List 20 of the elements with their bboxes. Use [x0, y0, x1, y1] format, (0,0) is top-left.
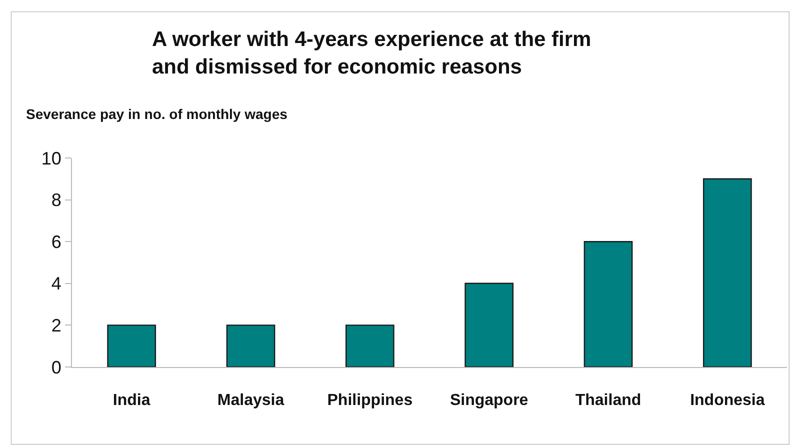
bar	[584, 241, 633, 367]
y-tick-label: 2	[51, 316, 62, 336]
y-axis-title: Severance pay in no. of monthly wages	[26, 106, 288, 122]
y-tick-label: 8	[51, 190, 62, 210]
y-tick-label: 0	[51, 357, 62, 378]
bar	[345, 324, 394, 367]
bar	[464, 282, 514, 367]
x-tick-label: Indonesia	[690, 392, 765, 410]
bar	[107, 324, 156, 367]
bar	[702, 178, 752, 367]
x-tick-label: Philippines	[327, 392, 413, 410]
x-tick-label: Thailand	[575, 392, 642, 410]
x-tick-label: Singapore	[450, 392, 528, 410]
y-tick-label: 4	[51, 274, 62, 294]
bar	[226, 324, 276, 367]
x-tick-label: India	[112, 392, 150, 410]
x-tick-label: Malaysia	[217, 392, 284, 410]
y-tick-label: 10	[41, 148, 62, 168]
chart-title: A worker with 4-years experience at the firm and dismissed for economic reasons	[152, 28, 592, 78]
y-tick-label: 6	[51, 232, 62, 252]
